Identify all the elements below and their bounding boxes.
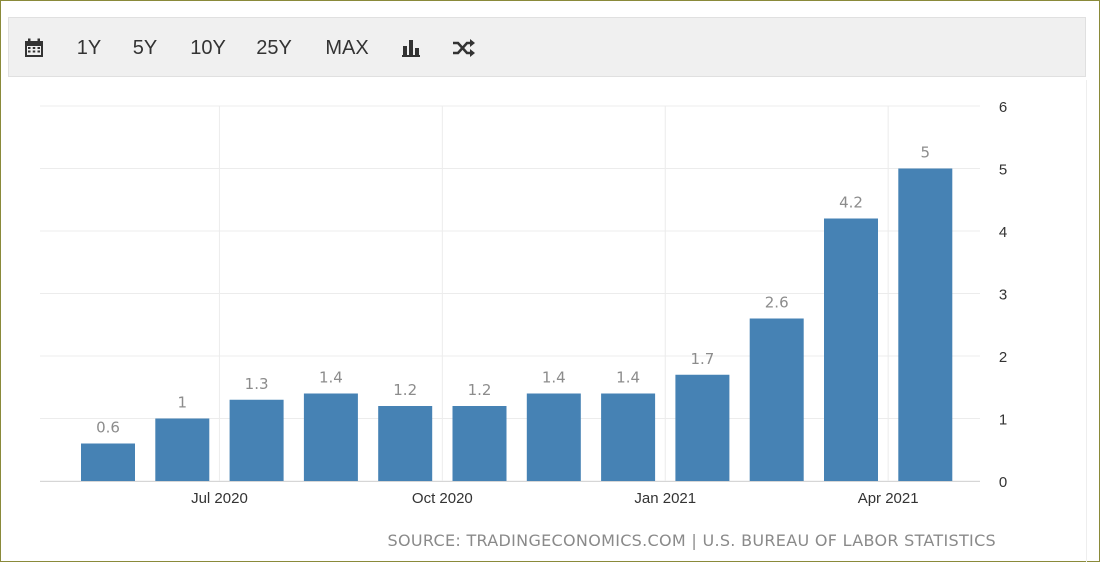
bar-chart-icon[interactable]	[399, 18, 423, 78]
bar	[155, 418, 210, 481]
data-label: 1.4	[616, 369, 640, 387]
data-label: 1.4	[542, 369, 566, 387]
data-label: 1	[178, 394, 188, 412]
bar	[898, 168, 953, 481]
y-tick-label: 0	[999, 474, 1007, 491]
y-tick-label: 4	[999, 224, 1007, 241]
y-tick-label: 6	[999, 99, 1007, 116]
calendar-icon[interactable]	[21, 18, 47, 78]
data-label: 4.2	[839, 194, 863, 212]
bar	[526, 393, 581, 481]
y-tick-label: 3	[999, 287, 1007, 304]
x-tick-label: Jul 2020	[191, 490, 248, 507]
data-label: 2.6	[765, 294, 789, 312]
range-25y-button[interactable]: 25Y	[256, 36, 292, 59]
bar	[303, 393, 358, 481]
bar	[229, 399, 284, 481]
bar	[824, 218, 878, 481]
x-tick-label: Jan 2021	[634, 490, 696, 507]
shuffle-icon[interactable]	[451, 18, 477, 78]
y-tick-label: 2	[999, 349, 1007, 366]
range-max-button[interactable]: MAX	[325, 36, 369, 59]
bar	[749, 318, 804, 481]
data-label: 1.4	[319, 369, 343, 387]
x-tick-label: Apr 2021	[858, 490, 919, 507]
bar	[81, 443, 135, 481]
range-10y-button[interactable]: 10Y	[190, 36, 226, 59]
chart-toolbar: 1Y 5Y 10Y 25Y MAX	[8, 17, 1086, 77]
divider	[1086, 80, 1087, 562]
x-tick-label: Oct 2020	[412, 490, 473, 507]
y-tick-label: 5	[999, 162, 1007, 179]
data-label: 1.3	[245, 375, 269, 393]
y-tick-label: 1	[999, 412, 1007, 429]
bar	[452, 406, 507, 481]
data-label: 1.7	[690, 350, 714, 368]
bar	[675, 374, 730, 481]
range-1y-button[interactable]: 1Y	[76, 36, 102, 59]
data-label: 0.6	[96, 419, 120, 437]
data-label: 5	[921, 144, 931, 162]
source-note: SOURCE: TRADINGECONOMICS.COM | U.S. BURE…	[387, 531, 996, 550]
range-5y-button[interactable]: 5Y	[132, 36, 158, 59]
bar	[601, 393, 656, 481]
data-label: 1.2	[393, 381, 417, 399]
bar	[378, 406, 433, 481]
data-label: 1.2	[468, 381, 492, 399]
